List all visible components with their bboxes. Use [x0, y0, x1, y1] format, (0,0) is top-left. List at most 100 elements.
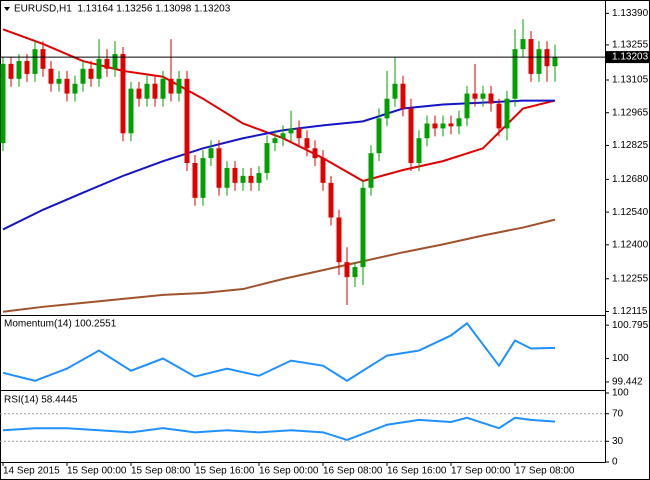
- moving-average: [2, 218, 556, 313]
- candle-body: [8, 63, 14, 79]
- candle-body: [56, 78, 62, 84]
- x-tick-label: 16 Sep 08:00: [323, 466, 383, 477]
- candle-body: [448, 123, 454, 127]
- y-tick-label: 30: [612, 436, 624, 447]
- candle-body: [296, 128, 302, 139]
- candle-body: [192, 163, 198, 198]
- candle-body: [64, 78, 70, 94]
- candle-body: [72, 83, 78, 94]
- candle-body: [392, 83, 398, 99]
- candle-body: [552, 57, 558, 67]
- candle-body: [208, 148, 214, 159]
- candle-body: [536, 49, 542, 74]
- y-tick-label: 1.12825: [612, 140, 649, 151]
- candle-body: [48, 68, 54, 84]
- y-tick-label: 1.12965: [612, 107, 649, 118]
- candle-body: [504, 98, 510, 129]
- candle-body: [440, 123, 446, 129]
- y-tick-label: 1.12680: [612, 174, 649, 185]
- menu-icon: [4, 7, 10, 11]
- y-tick-label: 100: [612, 388, 629, 399]
- y-tick-label: 100: [612, 353, 629, 364]
- candle-body: [16, 61, 22, 79]
- candle-body: [176, 78, 182, 94]
- candle-body: [472, 93, 478, 99]
- candle-body: [480, 93, 486, 99]
- candle-body: [328, 182, 334, 218]
- candle-body: [40, 49, 46, 69]
- candle-body: [240, 175, 246, 183]
- candle-body: [0, 63, 6, 144]
- candle-body: [432, 123, 438, 129]
- candle-body: [32, 49, 38, 74]
- candle-body: [496, 103, 502, 129]
- candle-body: [384, 98, 390, 119]
- candle-body: [320, 158, 326, 183]
- candle-body: [408, 108, 414, 164]
- candle-body: [272, 138, 278, 144]
- candle-body: [456, 118, 462, 127]
- candle-body: [184, 78, 190, 164]
- last-price-box: [606, 51, 650, 64]
- candle-body: [248, 175, 254, 183]
- candle-body: [232, 167, 238, 183]
- candle-body: [416, 138, 422, 164]
- x-tick-label: 15 Sep 08:00: [131, 466, 191, 477]
- candle-body: [24, 61, 30, 74]
- candle-body: [96, 58, 102, 79]
- candle-body: [280, 133, 286, 139]
- candle-body: [344, 262, 350, 278]
- x-tick-label: 17 Sep 00:00: [451, 466, 511, 477]
- candle-body: [544, 49, 550, 67]
- y-tick-label: 70: [612, 408, 624, 419]
- indicator-line: [2, 416, 556, 441]
- candle-body: [304, 138, 310, 149]
- candle-body: [224, 167, 230, 188]
- y-tick-label: 100.7957: [612, 320, 650, 331]
- candle-body: [488, 93, 494, 104]
- candle-body: [152, 83, 158, 99]
- candle-body: [352, 267, 358, 278]
- candle-body: [400, 83, 406, 109]
- candle-body: [312, 148, 318, 159]
- candle-body: [80, 68, 86, 84]
- x-tick-label: 17 Sep 08:00: [515, 466, 575, 477]
- candle-body: [120, 54, 126, 134]
- candle-body: [424, 123, 430, 139]
- indicator-title: RSI(14) 58.4445: [4, 395, 78, 406]
- candle-body: [136, 88, 142, 99]
- x-tick-label: 15 Sep 00:00: [67, 466, 127, 477]
- candle-body: [128, 88, 134, 134]
- y-tick-label: 99.442: [612, 377, 643, 388]
- x-tick-label: 15 Sep 16:00: [195, 466, 255, 477]
- y-tick-label: 1.12540: [612, 207, 649, 218]
- candle-body: [112, 54, 118, 69]
- candle-body: [464, 93, 470, 119]
- candle-body: [376, 118, 382, 154]
- x-tick-label: 16 Sep 00:00: [259, 466, 319, 477]
- candle-body: [368, 153, 374, 188]
- y-tick-label: 1.12115: [612, 306, 648, 317]
- candle-body: [520, 39, 526, 50]
- candle-body: [528, 39, 534, 74]
- candle-body: [264, 143, 270, 174]
- y-tick-label: 0: [612, 457, 618, 468]
- indicator-line: [2, 321, 556, 382]
- candle-body: [104, 58, 110, 69]
- candle-body: [168, 78, 174, 94]
- candle-body: [360, 187, 366, 268]
- candle-body: [160, 78, 166, 99]
- last-price-label: 1.13203: [612, 52, 649, 63]
- y-tick-label: 1.13255: [612, 40, 649, 51]
- candle-body: [144, 83, 150, 99]
- candle-body: [288, 128, 294, 134]
- indicator-title: Momentum(14) 100.2551: [4, 319, 117, 330]
- candle-body: [200, 158, 206, 198]
- y-tick-label: 1.13390: [612, 8, 649, 19]
- y-tick-label: 1.12400: [612, 239, 649, 250]
- candle-body: [88, 68, 94, 79]
- x-tick-label: 14 Sep 2015: [3, 466, 60, 477]
- candle-body: [336, 217, 342, 263]
